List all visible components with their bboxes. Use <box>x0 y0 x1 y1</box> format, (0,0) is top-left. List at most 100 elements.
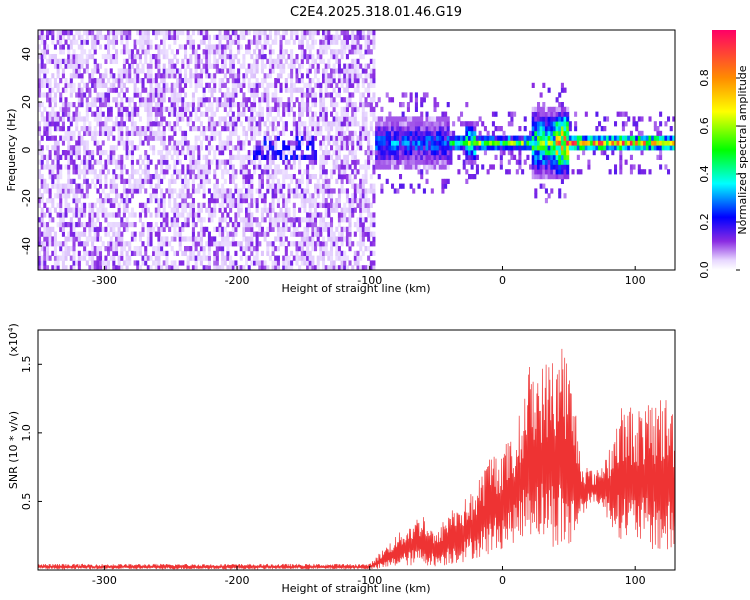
heatmap-cell <box>107 126 111 132</box>
heatmap-cell <box>521 140 525 146</box>
heatmap-cell <box>101 226 105 232</box>
heatmap-cell <box>560 111 564 117</box>
heatmap-cell <box>157 68 161 74</box>
heatmap-cell <box>255 140 259 146</box>
heatmap-cell <box>425 135 429 141</box>
heatmap-cell <box>314 188 318 194</box>
heatmap-cell <box>659 121 663 127</box>
heatmap-cell <box>380 154 384 160</box>
heatmap-cell <box>303 126 307 132</box>
heatmap-cell <box>330 231 334 237</box>
heatmap-cell <box>141 39 145 45</box>
heatmap-cell <box>46 97 50 103</box>
heatmap-cell <box>85 126 89 132</box>
heatmap-cell <box>109 246 113 252</box>
heatmap-cell <box>290 87 294 93</box>
heatmap-cell <box>107 231 111 237</box>
heatmap-cell <box>51 73 55 79</box>
heatmap-cell <box>499 150 503 156</box>
heatmap-cell <box>502 130 506 136</box>
heatmap-cell <box>332 150 336 156</box>
heatmap-cell <box>117 226 121 232</box>
heatmap-cell <box>253 130 257 136</box>
heatmap-cell <box>191 102 195 108</box>
heatmap-cell <box>330 97 334 103</box>
heatmap-cell <box>343 169 347 175</box>
heatmap-cell <box>279 58 283 64</box>
heatmap-cell <box>300 58 304 64</box>
heatmap-cell <box>560 154 564 160</box>
heatmap-cell <box>250 106 254 112</box>
heatmap-cell <box>207 54 211 60</box>
heatmap-cell <box>226 92 230 98</box>
heatmap-cell <box>223 92 227 98</box>
heatmap-cell <box>446 116 450 122</box>
heatmap-cell <box>361 54 365 60</box>
heatmap-cell <box>319 226 323 232</box>
heatmap-cell <box>168 178 172 184</box>
heatmap-cell <box>210 241 214 247</box>
heatmap-cell <box>122 241 126 247</box>
heatmap-cell <box>61 58 65 64</box>
heatmap-cell <box>351 58 355 64</box>
heatmap-cell <box>146 97 150 103</box>
heatmap-cell <box>197 164 201 170</box>
heatmap-cell <box>255 202 259 208</box>
heatmap-cell <box>207 169 211 175</box>
heatmap-cell <box>197 174 201 180</box>
heatmap-cell <box>234 102 238 108</box>
heatmap-cell <box>242 154 246 160</box>
heatmap-cell <box>295 145 299 151</box>
heatmap-cell <box>199 202 203 208</box>
heatmap-cell <box>306 145 310 151</box>
heatmap-cell <box>460 145 464 151</box>
heatmap-cell <box>67 126 71 132</box>
heatmap-cell <box>146 135 150 141</box>
heatmap-cell <box>250 130 254 136</box>
heatmap-cell <box>406 102 410 108</box>
heatmap-cell <box>364 150 368 156</box>
heatmap-cell <box>56 87 60 93</box>
heatmap-cell <box>128 63 132 69</box>
heatmap-cell <box>348 246 352 252</box>
heatmap-cell <box>125 87 129 93</box>
heatmap-cell <box>184 154 188 160</box>
heatmap-cell <box>88 150 92 156</box>
heatmap-cell <box>154 34 158 40</box>
heatmap-cell <box>656 135 660 141</box>
heatmap-cell <box>441 183 445 189</box>
heatmap-cell <box>266 150 270 156</box>
heatmap-cell <box>133 183 137 189</box>
heatmap-cell <box>38 188 42 194</box>
heatmap-cell <box>53 58 57 64</box>
heatmap-cell <box>539 140 543 146</box>
heatmap-cell <box>168 111 172 117</box>
heatmap-cell <box>322 121 326 127</box>
heatmap-cell <box>353 159 357 165</box>
heatmap-cell <box>425 126 429 132</box>
heatmap-cell <box>136 49 140 55</box>
heatmap-cell <box>412 159 416 165</box>
heatmap-cell <box>537 164 541 170</box>
heatmap-cell <box>136 178 140 184</box>
heatmap-cell <box>345 39 349 45</box>
heatmap-cell <box>85 222 89 228</box>
heatmap-cell <box>99 159 103 165</box>
heatmap-cell <box>91 82 95 88</box>
heatmap-cell <box>75 183 79 189</box>
heatmap-cell <box>303 169 307 175</box>
heatmap-cell <box>369 78 373 84</box>
heatmap-cell <box>85 34 89 40</box>
heatmap-cell <box>465 154 469 160</box>
heatmap-cell <box>367 202 371 208</box>
heatmap-cell <box>430 159 434 165</box>
heatmap-cell <box>99 78 103 84</box>
heatmap-cell <box>120 222 124 228</box>
heatmap-cell <box>361 183 365 189</box>
heatmap-cell <box>165 236 169 242</box>
heatmap-cell <box>263 78 267 84</box>
heatmap-cell <box>279 183 283 189</box>
heatmap-cell <box>223 159 227 165</box>
heatmap-cell <box>72 231 76 237</box>
heatmap-cell <box>101 150 105 156</box>
